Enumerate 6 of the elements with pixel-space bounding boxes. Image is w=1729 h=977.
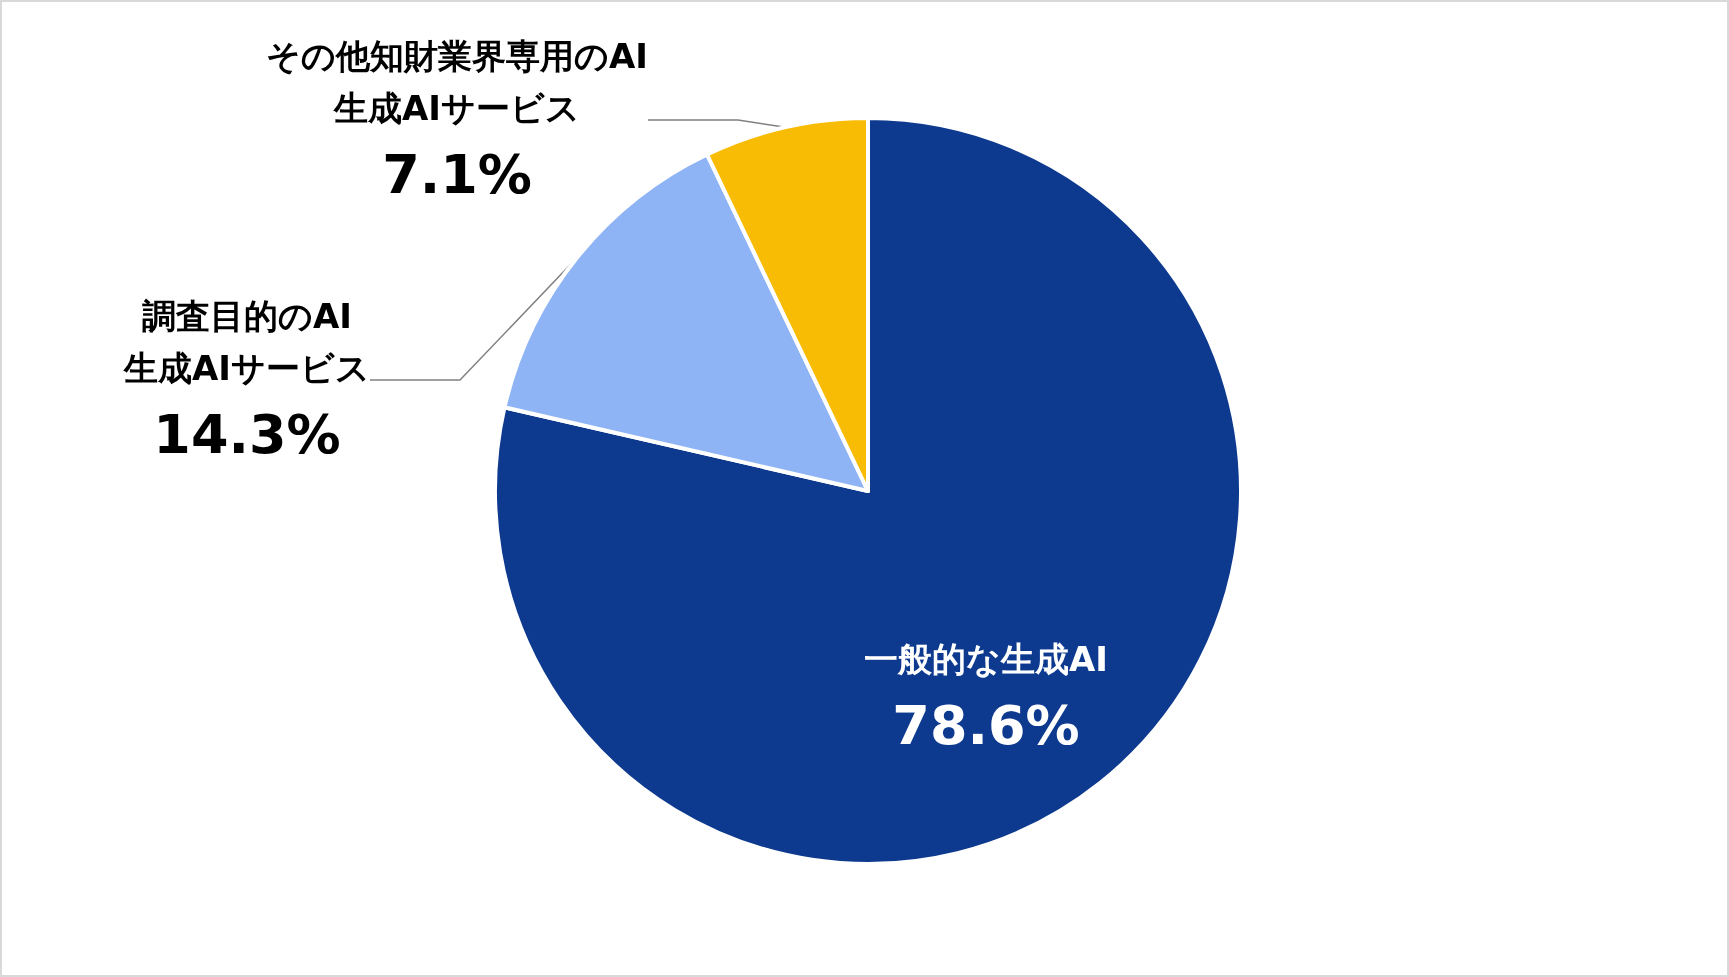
data-label: 14.3% xyxy=(153,402,341,466)
slice-label: その他知財業界専用のAI 生成AIサービス xyxy=(266,36,648,128)
data-label: 78.6% xyxy=(892,693,1080,757)
slice-label: 調査目的のAI 生成AIサービス xyxy=(123,296,370,388)
data-label: 7.1% xyxy=(382,142,532,206)
slice-label: 一般的な生成AI xyxy=(864,639,1108,680)
